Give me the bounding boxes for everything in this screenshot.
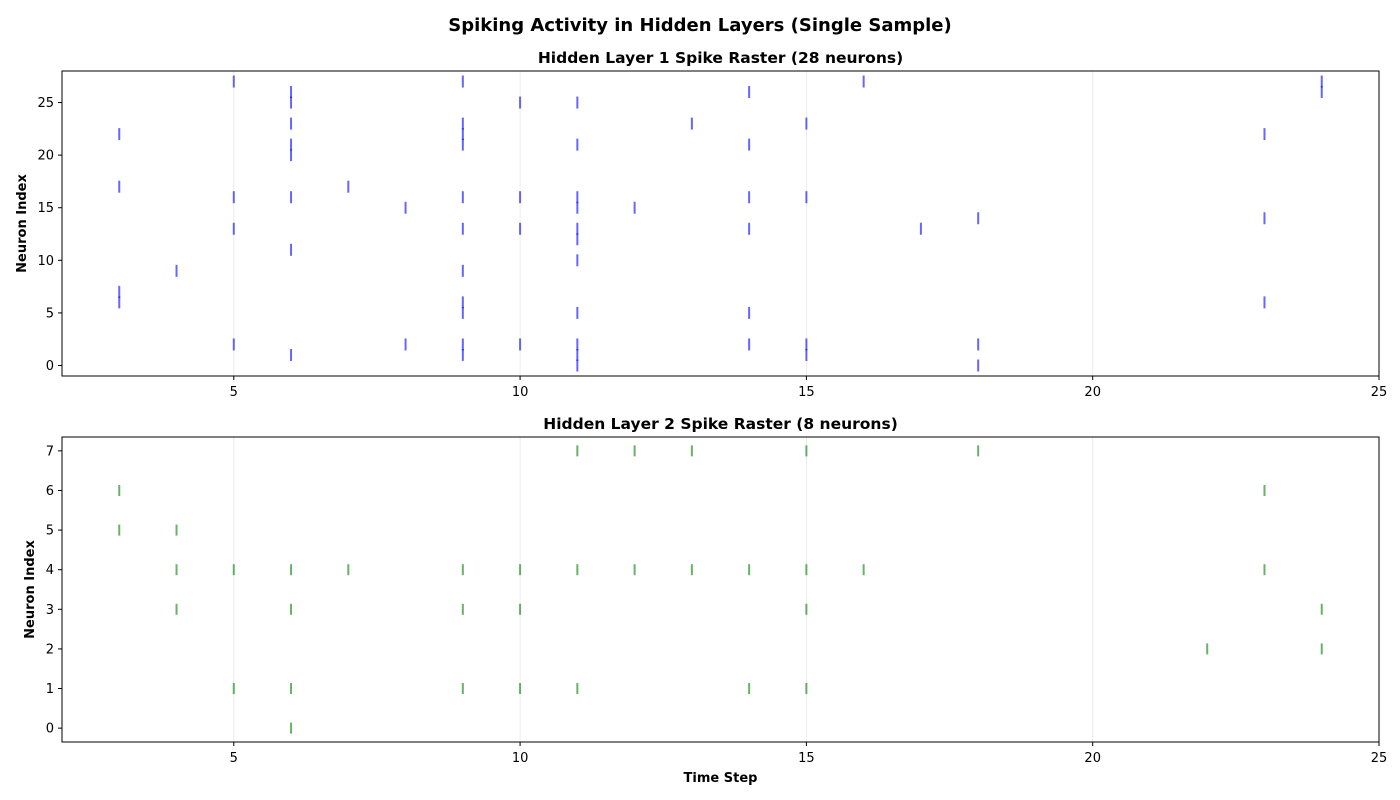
x-tick-label: 15 [798,751,815,766]
y-tick-label: 1 [46,682,54,697]
panel-layer-2: Hidden Layer 2 Spike Raster (8 neurons) … [23,415,1387,786]
panel-2-y-axis: 0 1 2 3 4 5 6 7 [46,444,62,737]
x-tick-label: 25 [1371,385,1388,400]
panel-layer-1: Hidden Layer 1 Spike Raster (28 neurons)… [15,49,1387,400]
panel-1-ylabel: Neuron Index [15,174,30,273]
y-tick-label: 10 [37,254,54,269]
panel-1-frame [61,70,1380,377]
y-tick-label: 5 [46,524,54,539]
x-tick-label: 10 [512,751,529,766]
y-tick-label: 6 [46,484,54,499]
x-tick-label: 5 [230,385,238,400]
panel-1-gridlines [233,71,1380,376]
panel-2-title: Hidden Layer 2 Spike Raster (8 neurons) [543,415,898,433]
x-tick-label: 20 [1084,385,1101,400]
figure-suptitle: Spiking Activity in Hidden Layers (Singl… [448,15,951,36]
y-tick-label: 5 [46,306,54,321]
panel-1-y-axis: 0 5 10 15 20 25 [37,96,62,374]
y-tick-label: 15 [37,201,54,216]
y-tick-label: 20 [37,149,54,164]
x-tick-label: 10 [512,385,529,400]
y-tick-label: 7 [46,444,54,459]
panel-1-x-axis: 5 10 15 20 25 [230,376,1388,400]
panel-2-spikes [118,445,1323,734]
panel-2-frame [61,436,1380,743]
y-tick-label: 2 [46,642,54,657]
y-tick-label: 3 [46,603,54,618]
y-tick-label: 4 [46,563,54,578]
panel-1-spikes [118,75,1323,372]
y-tick-label: 25 [37,96,54,111]
y-tick-label: 0 [46,722,54,737]
x-tick-label: 25 [1371,751,1388,766]
panel-2-xlabel: Time Step [684,771,758,786]
panel-1-title: Hidden Layer 1 Spike Raster (28 neurons) [538,49,903,67]
x-tick-label: 5 [230,751,238,766]
y-tick-label: 0 [46,359,54,374]
x-tick-label: 20 [1084,751,1101,766]
x-tick-label: 15 [798,385,815,400]
panel-2-x-axis: 5 10 15 20 25 [230,742,1388,766]
panel-2-gridlines [233,437,1380,742]
panel-2-ylabel: Neuron Index [23,540,38,639]
